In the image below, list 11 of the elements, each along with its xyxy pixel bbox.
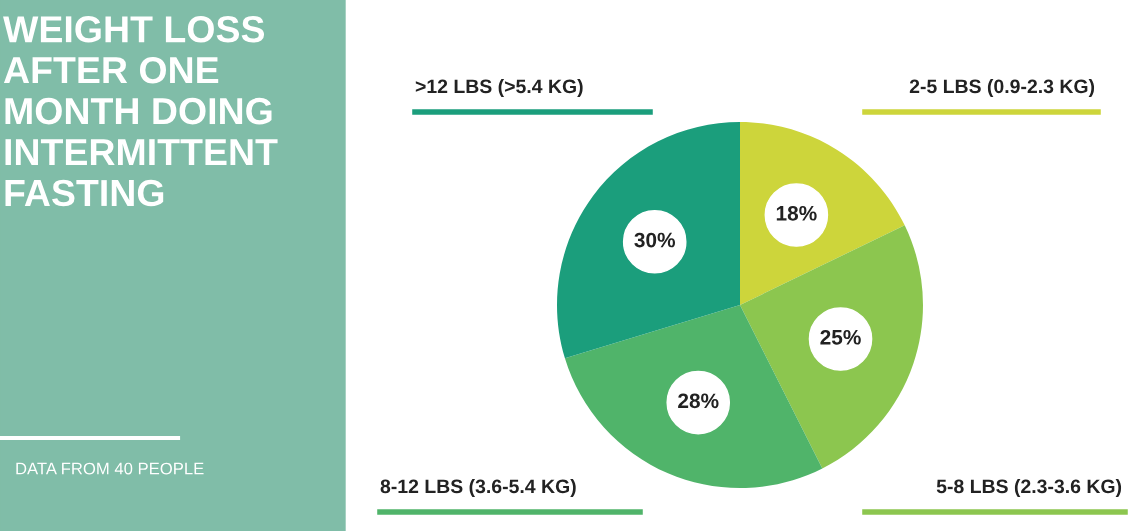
slice-label: 8-12 LBS (3.6-5.4 KG) xyxy=(380,478,576,498)
slice-label: >12 LBS (>5.4 KG) xyxy=(415,78,583,98)
chart-title: WEIGHT LOSS AFTER ONE MONTH DOING INTERMITTENT FASTING xyxy=(3,15,278,207)
slice-label: 5-8 LBS (2.3-3.6 KG) xyxy=(936,478,1122,498)
text: DATA FROM 40 PEOPLE xyxy=(16,462,204,475)
data-label: 30% xyxy=(634,232,676,248)
data-label: 25% xyxy=(820,329,861,345)
slice-label: 2-5 LBS (0.9-2.3 KG) xyxy=(909,78,1095,98)
pie-slice xyxy=(557,122,740,359)
data-label: 28% xyxy=(678,393,719,409)
data-label: 18% xyxy=(776,205,817,221)
